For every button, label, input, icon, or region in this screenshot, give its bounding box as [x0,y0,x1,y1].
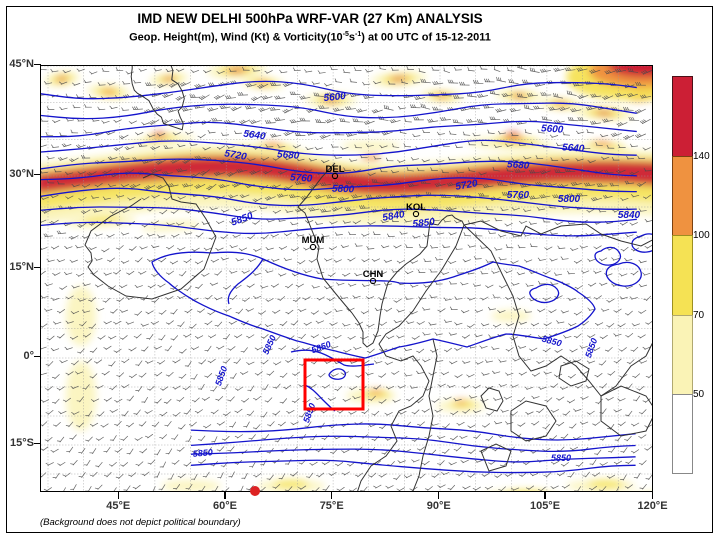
svg-text:KOL: KOL [406,202,426,213]
svg-text:5850: 5850 [541,334,563,349]
svg-text:5850: 5850 [301,402,317,424]
svg-text:5640: 5640 [562,142,585,155]
svg-text:5850: 5850 [261,334,279,356]
svg-text:5680: 5680 [277,149,300,162]
svg-text:CHN: CHN [363,269,384,280]
svg-text:5850: 5850 [583,337,599,359]
svg-text:5800: 5800 [558,194,581,205]
svg-text:5850: 5850 [192,447,213,459]
svg-text:5680: 5680 [507,159,530,172]
svg-text:5840: 5840 [618,210,641,221]
svg-text:MUM: MUM [302,235,325,246]
svg-text:5640: 5640 [243,129,267,143]
svg-text:5850: 5850 [213,365,229,387]
svg-text:DEL: DEL [326,164,345,175]
svg-text:5850: 5850 [551,453,571,463]
svg-text:5800: 5800 [332,184,355,196]
svg-text:5760: 5760 [290,172,313,185]
svg-text:5760: 5760 [507,190,530,201]
svg-text:5600: 5600 [541,123,564,136]
svg-text:5850: 5850 [230,211,255,229]
svg-text:5850: 5850 [412,217,436,230]
